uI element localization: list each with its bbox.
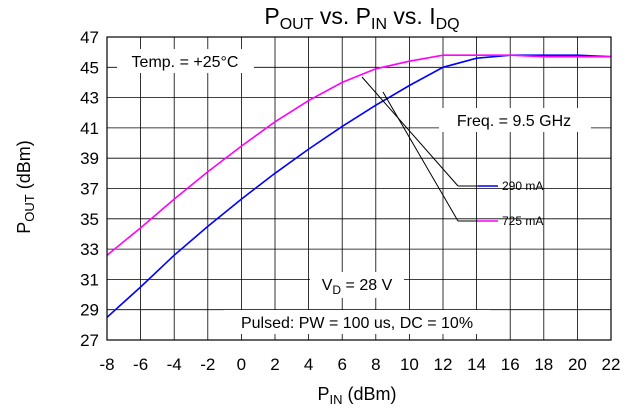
series-line-725-mA bbox=[106, 54, 611, 256]
x-tick-label: -8 bbox=[99, 355, 114, 374]
leader-line-725 bbox=[382, 91, 459, 222]
y-tick-label: 29 bbox=[80, 301, 99, 320]
grid bbox=[106, 36, 612, 341]
plot-frame bbox=[106, 36, 612, 341]
x-tick-label: 12 bbox=[434, 355, 453, 374]
x-tick-label: 18 bbox=[534, 355, 553, 374]
pulsed-annotation: Pulsed: PW = 100 us, DC = 10% bbox=[241, 315, 473, 332]
y-tick-label: 39 bbox=[80, 149, 99, 168]
y-tick-label: 47 bbox=[80, 28, 99, 47]
y-tick-label: 45 bbox=[80, 58, 99, 77]
vd-annotation: VD = 28 V bbox=[322, 277, 393, 297]
freq-annotation-box bbox=[439, 108, 591, 132]
temp-annotation: Temp. = +25°C bbox=[132, 54, 239, 71]
x-tick-label: 16 bbox=[501, 355, 520, 374]
pulsed-annotation-box bbox=[224, 310, 490, 334]
y-axis-label: POUT (dBm) bbox=[14, 140, 37, 233]
x-tick-label: 0 bbox=[237, 355, 246, 374]
series-layer bbox=[106, 54, 612, 318]
y-tick-label: 35 bbox=[80, 210, 99, 229]
chart-title: POUT vs. PIN vs. IDQ bbox=[264, 3, 459, 33]
legend-label: 290 mA bbox=[502, 179, 543, 193]
legend-label: 725 mA bbox=[502, 214, 543, 228]
x-tick-label: 22 bbox=[602, 355, 621, 374]
vd-annotation-box bbox=[310, 272, 404, 298]
y-tick-label: 41 bbox=[80, 119, 99, 138]
x-tick-label: 14 bbox=[467, 355, 486, 374]
y-tick-label: 33 bbox=[80, 240, 99, 259]
x-tick-label: 6 bbox=[337, 355, 346, 374]
x-tick-label: -4 bbox=[167, 355, 182, 374]
x-tick-label: -6 bbox=[133, 355, 148, 374]
x-tick-label: -2 bbox=[200, 355, 215, 374]
legend: 290 mA 725 mA bbox=[478, 179, 543, 228]
x-tick-labels: -8 -6 -4 -2 0 2 4 6 8 10 12 14 16 18 20 22 bbox=[99, 355, 620, 374]
y-tick-labels: 27 29 31 33 35 37 39 41 43 45 47 bbox=[80, 28, 99, 350]
temp-annotation-box bbox=[117, 49, 254, 73]
leader-line-290 bbox=[361, 76, 459, 187]
x-tick-label: 10 bbox=[400, 355, 419, 374]
y-tick-label: 37 bbox=[80, 180, 99, 199]
y-tick-label: 43 bbox=[80, 89, 99, 108]
x-axis-label: PIN (dBm) bbox=[317, 384, 396, 407]
y-tick-label: 27 bbox=[80, 331, 99, 350]
x-tick-label: 2 bbox=[270, 355, 279, 374]
x-tick-label: 8 bbox=[371, 355, 380, 374]
y-tick-label: 31 bbox=[80, 270, 99, 289]
x-tick-label: 20 bbox=[568, 355, 587, 374]
legend-leader-lines bbox=[361, 76, 478, 222]
x-tick-label: 4 bbox=[304, 355, 313, 374]
freq-annotation: Freq. = 9.5 GHz bbox=[457, 113, 571, 130]
